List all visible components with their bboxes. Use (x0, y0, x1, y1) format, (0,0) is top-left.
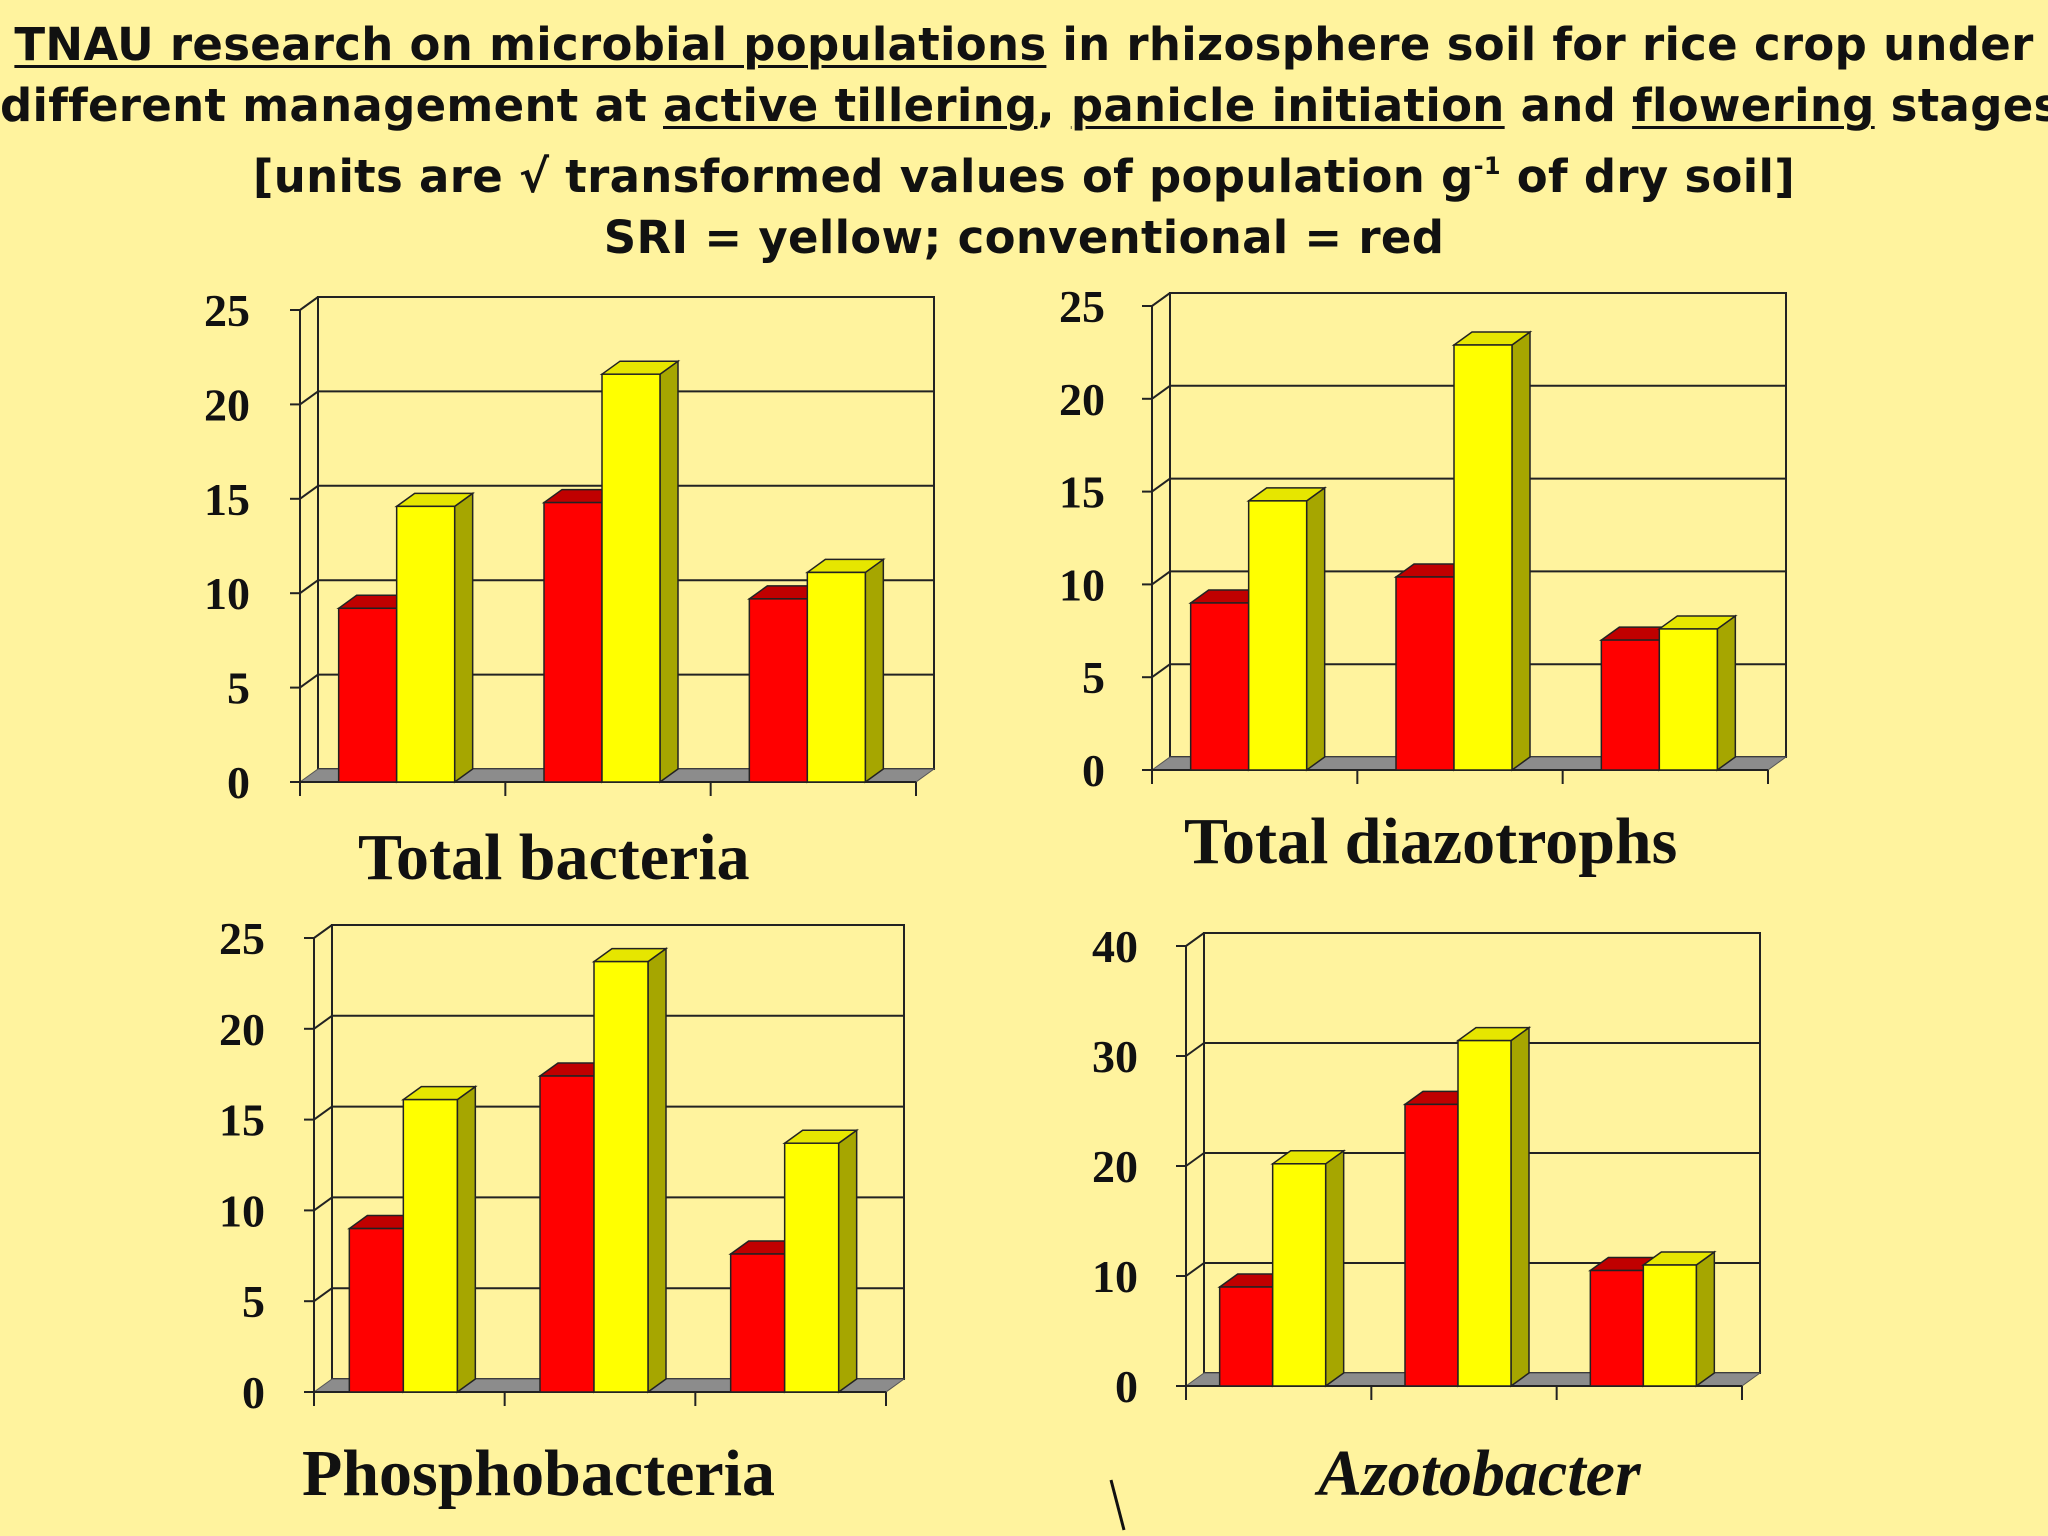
gridline-depth (313, 1287, 333, 1303)
bar-front-face (1404, 1103, 1459, 1387)
bar-front-face (1218, 1286, 1274, 1387)
gridline-depth (1185, 1042, 1205, 1057)
y-tick-label: 30 (1092, 1031, 1138, 1082)
y-tick-label: 20 (1092, 1141, 1138, 1192)
y-tick-label: 25 (1059, 281, 1105, 332)
bar-sri-0 (394, 491, 475, 784)
bar-front-face (806, 571, 867, 783)
gridline-depth (1151, 663, 1171, 679)
bar-front-face (1600, 639, 1661, 771)
bar-side-face (1324, 1149, 1345, 1388)
gridline-depth (1151, 384, 1171, 400)
y-tick-label: 20 (219, 1004, 265, 1055)
bar-front-face (395, 505, 456, 783)
bar-sri-2 (805, 557, 886, 784)
bar-front-face (1457, 1039, 1512, 1387)
gridline-depth (1185, 1152, 1205, 1167)
y-tick-label: 20 (1059, 374, 1105, 425)
stage-flowering: flowering (1632, 79, 1875, 132)
bar-front-face (402, 1098, 459, 1393)
bar-front-face (1589, 1269, 1645, 1387)
bar-sri-1 (1455, 1026, 1532, 1388)
y-tick-label: 15 (1059, 467, 1105, 518)
bar-front-face (1271, 1163, 1327, 1387)
y-tick-label: 15 (204, 474, 250, 525)
bar-sri-0 (401, 1085, 478, 1394)
bar-front-face (729, 1253, 786, 1393)
y-tick-label: 20 (204, 379, 250, 430)
gridline-depth (1151, 292, 1171, 307)
header-source-underlined: TNAU research on microbial populations (14, 18, 1047, 71)
gridline-depth (299, 673, 319, 689)
y-tick-label: 15 (219, 1095, 265, 1146)
gridline-depth (299, 484, 319, 500)
stray-slash-mark (1109, 1479, 1126, 1531)
gridline-depth (1185, 1262, 1205, 1277)
gridline-depth (299, 579, 319, 595)
slide-header: TNAU research on microbial populations i… (0, 14, 2048, 268)
bar-sri-0 (1246, 486, 1327, 772)
bar-front-face (601, 373, 661, 783)
gridline-depth (313, 1105, 333, 1121)
bar-sri-1 (591, 947, 669, 1394)
gridline-depth (299, 296, 319, 311)
gridline-depth (313, 924, 333, 939)
bar-side-face (1695, 1250, 1716, 1388)
header-legend-note: SRI = yellow; conventional = red (603, 211, 1445, 264)
chart-title-total-diazotrophs: Total diazotrophs (1184, 805, 1678, 878)
bar-front-face (748, 598, 809, 783)
header-line-2: different management at active tillering… (0, 79, 2048, 132)
y-tick-label: 0 (1115, 1361, 1138, 1412)
y-tick-label: 25 (219, 913, 265, 964)
gridline-depth (1151, 570, 1171, 586)
y-tick-label: 10 (219, 1185, 265, 1236)
bar-sri-2 (1657, 614, 1738, 772)
y-tick-label: 25 (204, 285, 250, 336)
bar-front-face (337, 607, 398, 783)
y-tick-label: 10 (1092, 1251, 1138, 1302)
gridline-depth (313, 1014, 333, 1030)
gridline-depth (1151, 477, 1171, 493)
bar-front-face (1247, 500, 1308, 771)
bar-front-face (1642, 1264, 1698, 1387)
bar-sri-1 (599, 359, 681, 784)
y-tick-label: 0 (1082, 745, 1105, 796)
header-line-1: TNAU research on microbial populations i… (14, 18, 2034, 71)
bar-sri-1 (1451, 330, 1533, 772)
bar-front-face (1395, 576, 1455, 771)
chart-title-total-bacteria: Total bacteria (358, 821, 750, 894)
bar-sri-0 (1270, 1149, 1346, 1388)
y-tick-label: 10 (1059, 559, 1105, 610)
chart-title-azotobacter: Azotobacter (1318, 1437, 1641, 1510)
y-tick-label: 0 (227, 757, 250, 808)
bar-sri-2 (1641, 1250, 1717, 1388)
y-tick-label: 40 (1092, 921, 1138, 972)
y-tick-label: 0 (242, 1367, 265, 1418)
bar-front-face (348, 1227, 405, 1393)
stage-active-tillering: active tillering (663, 79, 1038, 132)
chart-title-phosphobacteria: Phosphobacteria (302, 1437, 776, 1510)
gridline-depth (313, 1196, 333, 1212)
header-line-3: [units are √ transformed values of popul… (252, 150, 1796, 203)
stage-panicle-initiation: panicle initiation (1070, 79, 1505, 132)
gridline-depth (1185, 932, 1205, 947)
bar-front-face (1189, 602, 1250, 771)
bar-sri-2 (782, 1128, 859, 1394)
y-tick-label: 5 (242, 1276, 265, 1327)
bar-front-face (543, 501, 603, 783)
bar-front-face (539, 1075, 595, 1393)
y-tick-label: 10 (204, 568, 250, 619)
bar-side-face (1510, 1026, 1530, 1388)
bar-front-face (1453, 344, 1513, 771)
bar-front-face (783, 1142, 840, 1393)
gridline-depth (299, 390, 319, 406)
bar-front-face (593, 960, 649, 1393)
y-tick-label: 5 (227, 663, 250, 714)
y-tick-label: 5 (1082, 652, 1105, 703)
bar-front-face (1658, 628, 1719, 771)
